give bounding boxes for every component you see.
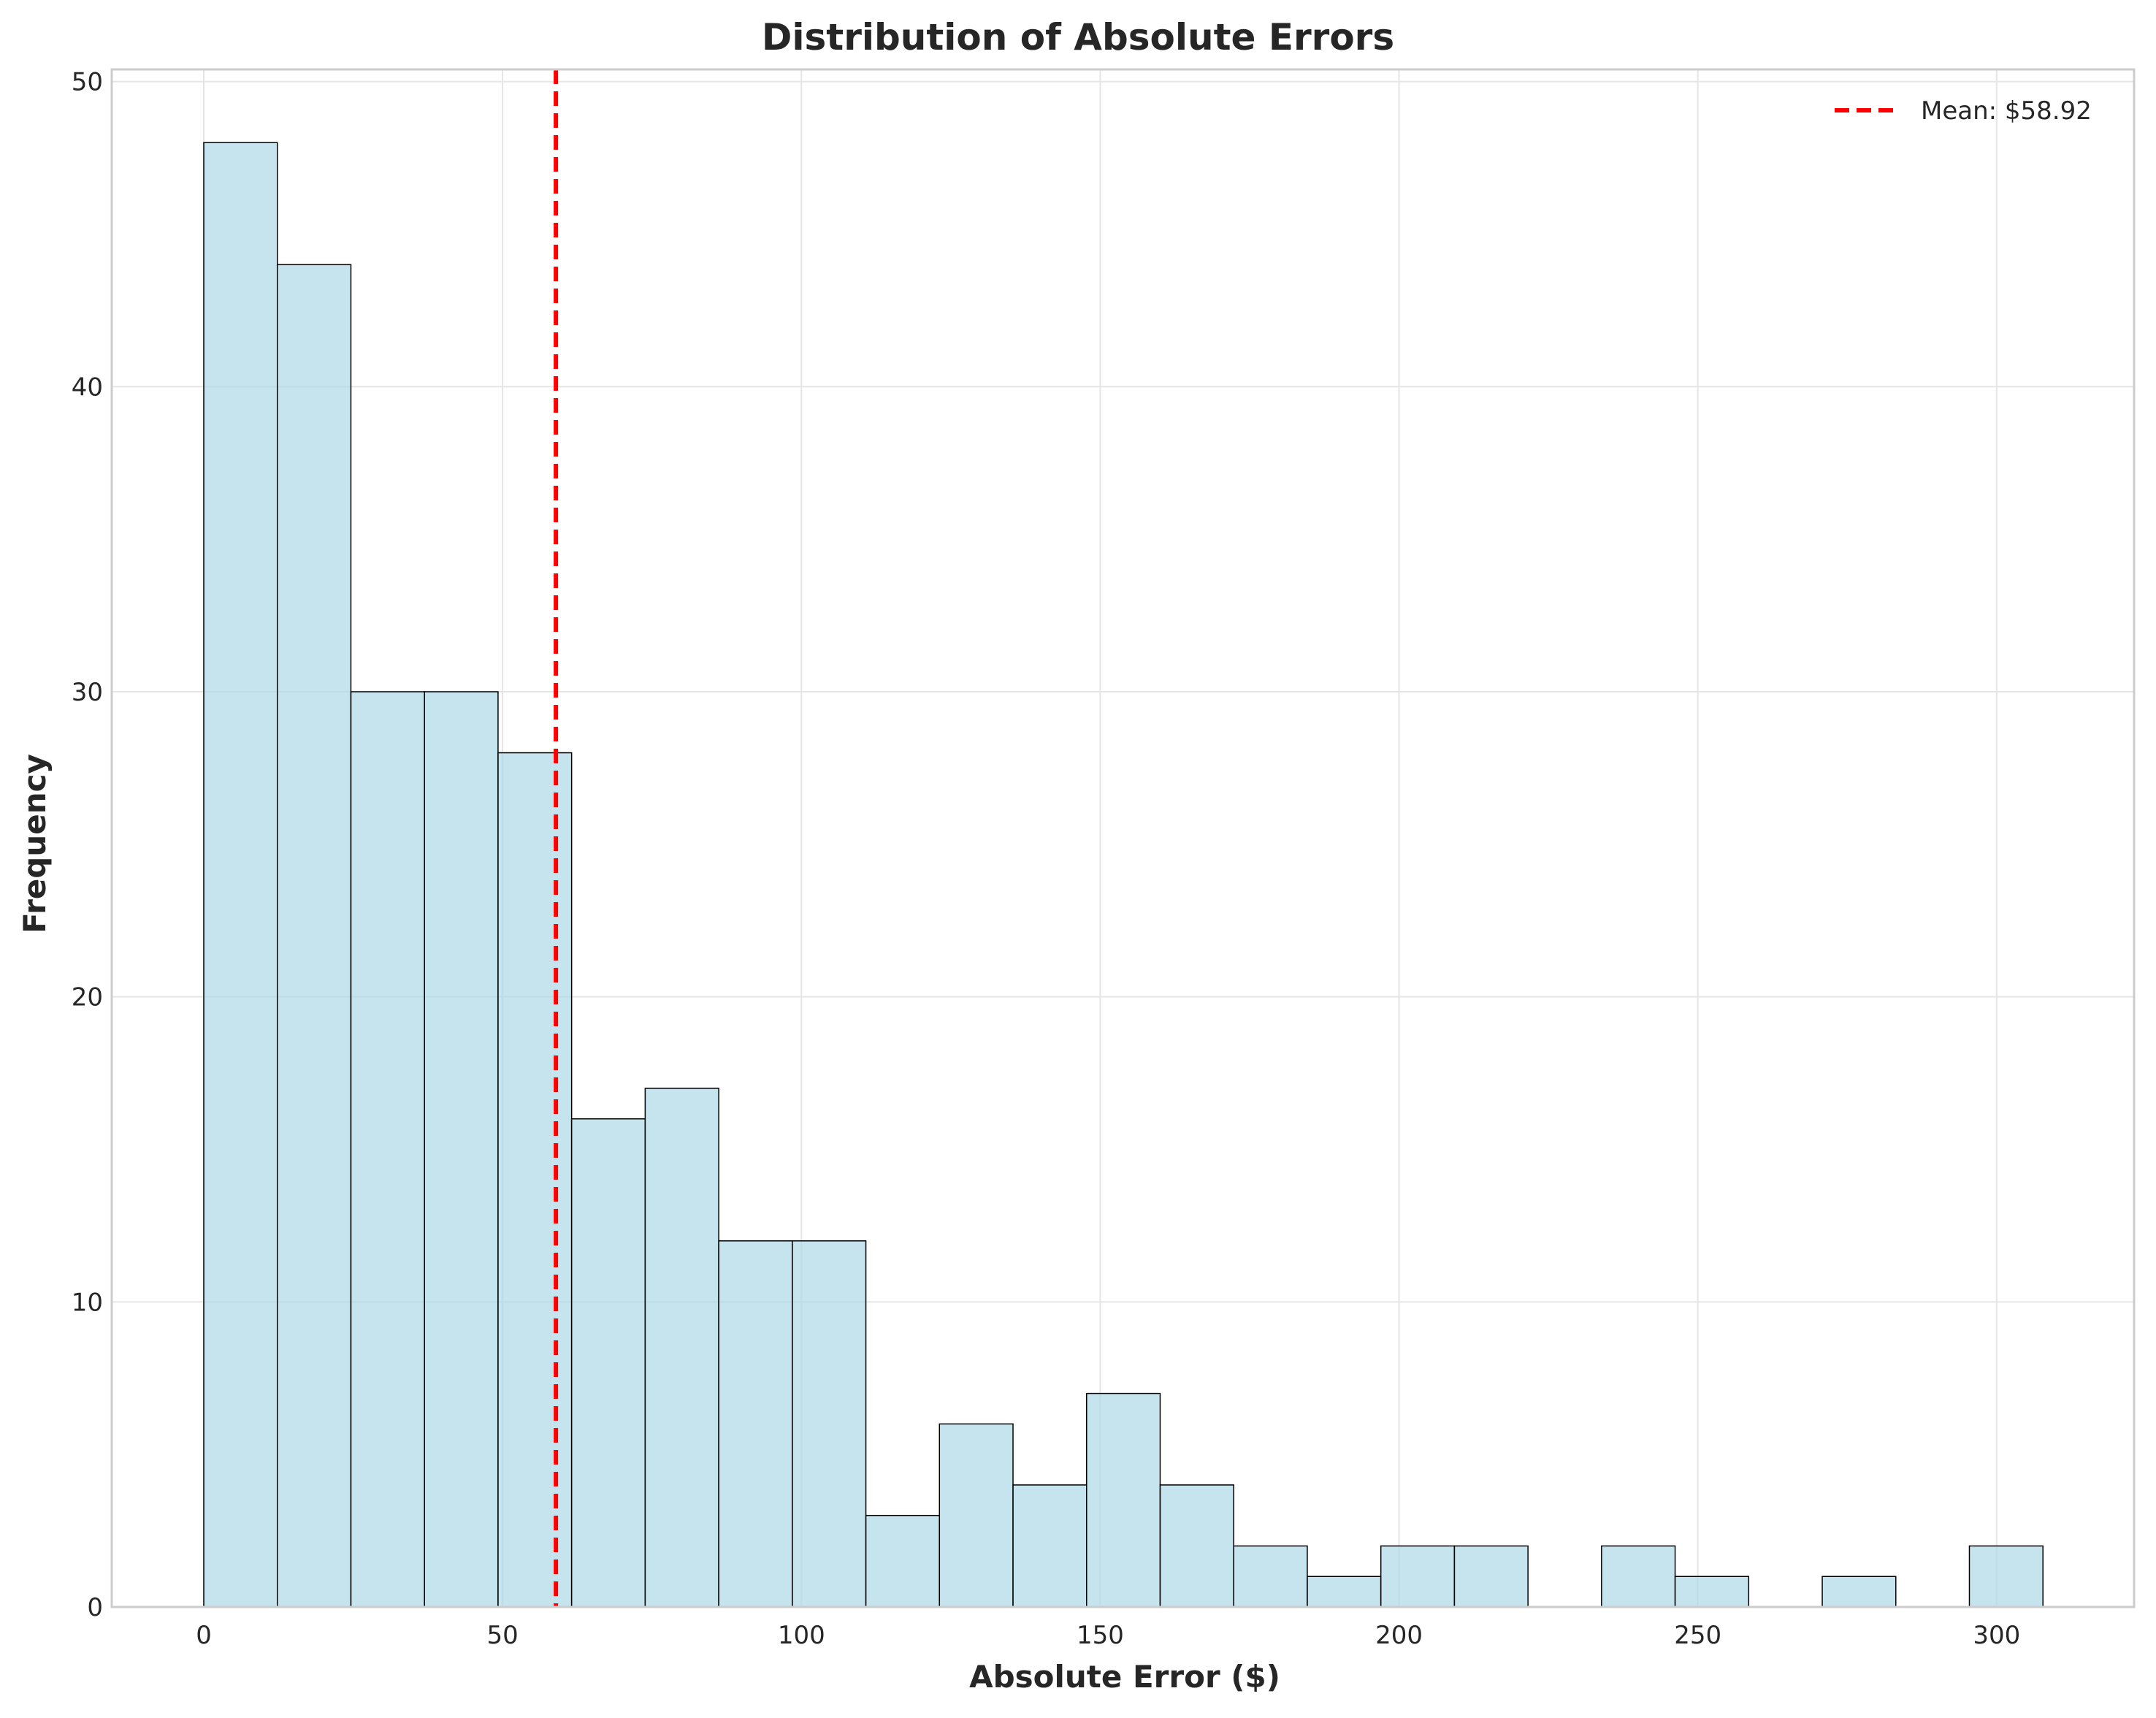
y-tick-label: 30 [72, 678, 103, 707]
histogram-bar [718, 1240, 793, 1608]
histogram-bar [350, 691, 425, 1608]
histogram-bar [792, 1240, 867, 1608]
x-tick-label: 100 [778, 1621, 825, 1650]
histogram-bar [1821, 1576, 1897, 1608]
histogram-bar [1601, 1545, 1676, 1608]
x-tick-label: 200 [1375, 1621, 1423, 1650]
histogram-bar [1380, 1545, 1456, 1608]
y-tick-label: 0 [87, 1593, 103, 1622]
y-tick-label: 20 [72, 983, 103, 1012]
histogram-bar [1307, 1576, 1382, 1608]
x-tick-label: 150 [1077, 1621, 1124, 1650]
x-tick-label: 300 [1973, 1621, 2020, 1650]
histogram-bar [1453, 1545, 1529, 1608]
histogram-bar [1012, 1484, 1087, 1608]
x-tick-label: 0 [196, 1621, 212, 1650]
histogram-bar [1968, 1545, 2044, 1608]
x-tick-label: 50 [487, 1621, 519, 1650]
y-axis-label: Frequency [17, 754, 53, 934]
histogram-bar [865, 1514, 941, 1608]
plot-frame [110, 68, 2136, 1608]
chart-title: Distribution of Absolute Errors [762, 16, 1394, 58]
legend-mean-label: Mean: $58.92 [1921, 96, 2092, 126]
histogram-bars [203, 142, 2044, 1608]
histogram-bar [570, 1118, 646, 1608]
x-tick-label: 250 [1674, 1621, 1721, 1650]
y-tick-label: 40 [72, 373, 103, 402]
x-axis-label: Absolute Error ($) [969, 1659, 1280, 1695]
x-tick-labels: 0 50 100 150 200 250 300 [196, 1621, 2020, 1650]
histogram-bar [1085, 1392, 1161, 1608]
histogram-bar [424, 691, 499, 1608]
histogram-bar [276, 264, 352, 1608]
histogram-bar [497, 752, 573, 1608]
y-tick-label: 10 [72, 1288, 103, 1317]
legend: Mean: $58.92 [1835, 96, 2092, 126]
histogram-bar [1159, 1484, 1234, 1608]
histogram-bar [203, 142, 278, 1608]
histogram-bar [1233, 1545, 1308, 1608]
histogram-bar [644, 1088, 719, 1608]
y-tick-labels: 0 10 20 30 40 50 [72, 68, 103, 1622]
histogram-bar [1674, 1576, 1750, 1608]
histogram-bar [939, 1423, 1014, 1608]
y-tick-label: 50 [72, 68, 103, 97]
